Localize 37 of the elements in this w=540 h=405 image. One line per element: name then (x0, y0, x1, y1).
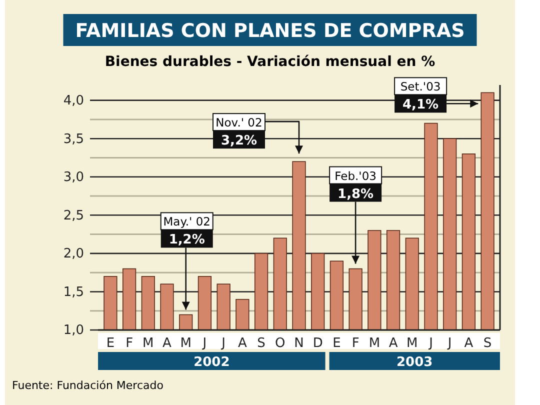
source-note: Fuente: Fundación Mercado (12, 379, 164, 392)
y-tick-label: 1,5 (63, 284, 84, 300)
x-tick-label: D (312, 336, 323, 352)
annotation: Feb.'03 1,8% (334, 168, 376, 202)
annotation: Set.'03 4,1% (400, 80, 441, 113)
x-tick-label: S (257, 336, 266, 352)
x-tick-label: M (180, 336, 192, 352)
x-tick-label: F (352, 336, 360, 352)
x-tick-label: F (126, 336, 134, 352)
x-tick-label: J (220, 336, 226, 352)
y-tick-label: 2,5 (63, 208, 84, 224)
chart-title: FAMILIAS CON PLANES DE COMPRAS (75, 20, 465, 42)
annotation: Nov.' 02 3,2% (216, 116, 262, 149)
text: 2002 (194, 355, 230, 370)
x-tick-label: A (388, 336, 398, 352)
y-tick-label: 1,0 (63, 323, 84, 338)
text: 2003 (396, 355, 433, 370)
x-tick-label: E (332, 336, 341, 352)
x-tick-label: M (142, 336, 154, 352)
y-tick-label: 3,5 (63, 132, 84, 147)
chart-subtitle: Bienes durables - Variación mensual en % (104, 54, 436, 70)
x-tick-label: A (464, 336, 474, 352)
x-tick-label: J (446, 336, 452, 352)
x-tick-label: A (238, 336, 247, 352)
x-tick-label: A (162, 336, 172, 352)
x-tick-label: S (483, 336, 492, 352)
y-tick-label: 3,0 (63, 170, 84, 186)
y-tick-label: 2,0 (63, 246, 84, 262)
x-tick-label: O (275, 336, 286, 352)
x-tick-label: J (428, 336, 433, 352)
x-tick-label: M (368, 336, 380, 352)
y-tick-label: 4,0 (63, 93, 84, 108)
annotation: May.' 02 1,2% (163, 214, 210, 248)
x-tick-label: N (294, 336, 304, 352)
x-tick-label: M (406, 336, 418, 352)
x-tick-label: J (202, 336, 207, 352)
x-tick-label: E (106, 336, 115, 352)
